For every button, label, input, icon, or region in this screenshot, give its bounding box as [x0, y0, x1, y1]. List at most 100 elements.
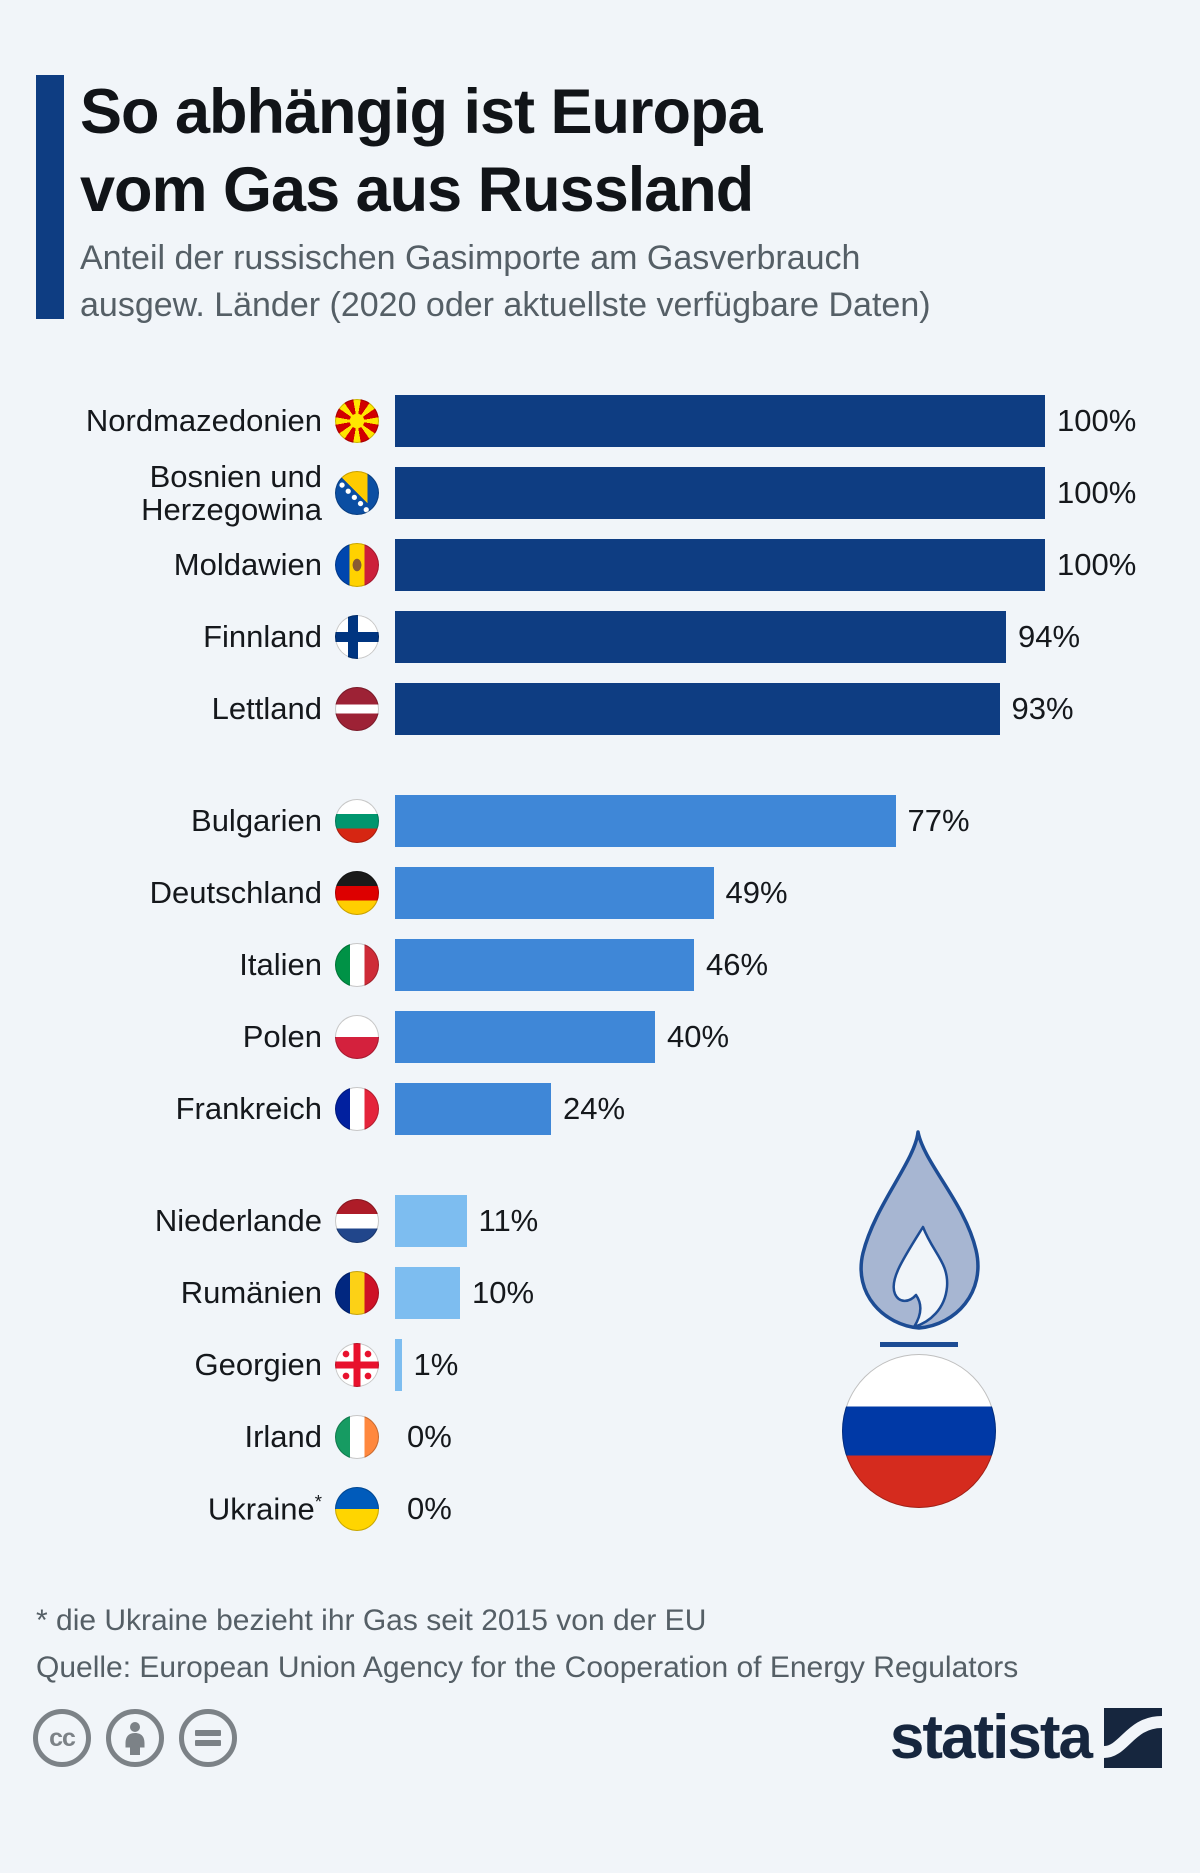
value-label: 100% [1057, 547, 1137, 582]
statista-wordmark: statista [889, 1703, 1093, 1772]
value-bar [395, 611, 1006, 663]
value-label: 24% [563, 1091, 626, 1126]
country-label: Rumänien [180, 1275, 322, 1311]
georgia-flag-icon [335, 1343, 379, 1387]
value-bar [395, 1267, 460, 1319]
subtitle-line-2: ausgew. Länder (2020 oder aktuellste ver… [80, 286, 931, 324]
romania-flag-icon [335, 1271, 379, 1315]
chart-row: Finnland 94% [36, 601, 1200, 673]
value-label: 11% [478, 1203, 539, 1238]
country-label: Polen [242, 1019, 322, 1055]
latvia-flag-icon [335, 687, 379, 731]
page-subtitle: Anteil der russischen Gasimporte am Gasv… [80, 235, 1160, 329]
value-label: 100% [1057, 475, 1137, 510]
country-label: Irland [244, 1419, 322, 1455]
statista-logo-mark [1104, 1708, 1162, 1768]
subtitle-line-1: Anteil der russischen Gasimporte am Gasv… [80, 239, 861, 277]
chart-row: Italien 46% [36, 929, 1200, 1001]
value-bar [395, 939, 694, 991]
bulgaria-flag-icon [335, 799, 379, 843]
value-bar [395, 467, 1045, 519]
france-flag-icon [335, 1087, 379, 1131]
license-icons: cc [33, 1709, 237, 1767]
chart-row: Polen 40% [36, 1001, 1200, 1073]
statista-logo: statista [890, 1707, 1162, 1769]
value-label: 10% [472, 1275, 535, 1310]
no-derivatives-icon [179, 1709, 237, 1767]
value-label: 93% [1011, 691, 1074, 726]
value-bar [395, 395, 1045, 447]
chart-rows: Nordmazedonien 100% Bosnien und Herzegowin… [36, 385, 1200, 1545]
value-bar [395, 1011, 655, 1063]
chart-row: Georgien 1% [36, 1329, 1200, 1401]
value-label: 1% [413, 1347, 459, 1382]
country-label: Bosnien und Herzegowina [141, 458, 322, 527]
footnote-asterisk: * die Ukraine bezieht ihr Gas seit 2015 … [36, 1604, 707, 1637]
country-label: Italien [239, 947, 322, 983]
value-bar [395, 1083, 551, 1135]
cc-glyph: cc [49, 1723, 76, 1752]
title-line-2: vom Gas aus Russland [80, 155, 754, 225]
burner-line [880, 1342, 958, 1347]
country-label: Nordmazedonien [85, 403, 322, 439]
value-label: 0% [407, 1491, 452, 1526]
country-label: Georgien [194, 1347, 322, 1383]
germany-flag-icon [335, 871, 379, 915]
country-label: Frankreich [175, 1091, 322, 1127]
value-label: 0% [407, 1419, 452, 1454]
netherlands-flag-icon [335, 1199, 379, 1243]
value-label: 49% [725, 875, 788, 910]
country-label: Ukraine* [207, 1491, 322, 1527]
country-label: Bulgarien [191, 803, 322, 839]
chart-row: Ukraine* 0% [36, 1473, 1200, 1545]
italy-flag-icon [335, 943, 379, 987]
chart-row: Bosnien und Herzegowina 100% [36, 457, 1200, 529]
value-label: 94% [1018, 619, 1081, 654]
chart-row: Moldawien 100% [36, 529, 1200, 601]
bosnia-herzegovina-flag-icon [335, 471, 379, 515]
ukraine-flag-icon [335, 1487, 379, 1531]
chart-row: Irland 0% [36, 1401, 1200, 1473]
title-accent-bar [36, 75, 64, 319]
country-label: Finnland [203, 619, 322, 655]
country-label: Moldawien [173, 547, 322, 583]
value-bar [395, 1195, 467, 1247]
brand-bar: cc statista [33, 1707, 1162, 1769]
attribution-person-icon [106, 1709, 164, 1767]
title-line-1: So abhängig ist Europa [80, 77, 763, 147]
value-label: 40% [667, 1019, 730, 1054]
footnotes: * die Ukraine bezieht ihr Gas seit 2015 … [36, 1597, 1160, 1691]
chart-row: Rumänien 10% [36, 1257, 1200, 1329]
finland-flag-icon [335, 615, 379, 659]
value-bar [395, 867, 714, 919]
country-label: Lettland [211, 691, 322, 727]
chart-row: Bulgarien 77% [36, 785, 1200, 857]
chart-row: Nordmazedonien 100% [36, 385, 1200, 457]
decoration [842, 1129, 996, 1508]
chart-row: Niederlande 11% [36, 1185, 1200, 1257]
moldova-flag-icon [335, 543, 379, 587]
value-label: 77% [907, 803, 970, 838]
country-label: Deutschland [149, 875, 322, 911]
value-label: 46% [706, 947, 769, 982]
russia-flag-icon [842, 1354, 996, 1508]
value-bar [395, 1339, 402, 1391]
gas-flame-icon [859, 1130, 980, 1330]
chart-row: Deutschland 49% [36, 857, 1200, 929]
source-line: Quelle: European Union Agency for the Co… [36, 1651, 1019, 1684]
north-macedonia-flag-icon [335, 399, 379, 443]
person-glyph [125, 1722, 145, 1755]
value-bar [395, 539, 1045, 591]
country-label: Niederlande [154, 1203, 322, 1239]
creative-commons-icon: cc [33, 1709, 91, 1767]
value-bar [395, 683, 1000, 735]
poland-flag-icon [335, 1015, 379, 1059]
value-bar [395, 795, 896, 847]
page-title: So abhängig ist Europa vom Gas aus Russl… [80, 73, 1160, 229]
ireland-flag-icon [335, 1415, 379, 1459]
chart-row: Lettland 93% [36, 673, 1200, 745]
value-label: 100% [1057, 403, 1137, 438]
header: So abhängig ist Europa vom Gas aus Russl… [36, 73, 1160, 329]
chart-row: Frankreich 24% [36, 1073, 1200, 1145]
bar-chart: Nordmazedonien 100% Bosnien und Herzegowin… [36, 385, 1200, 1545]
